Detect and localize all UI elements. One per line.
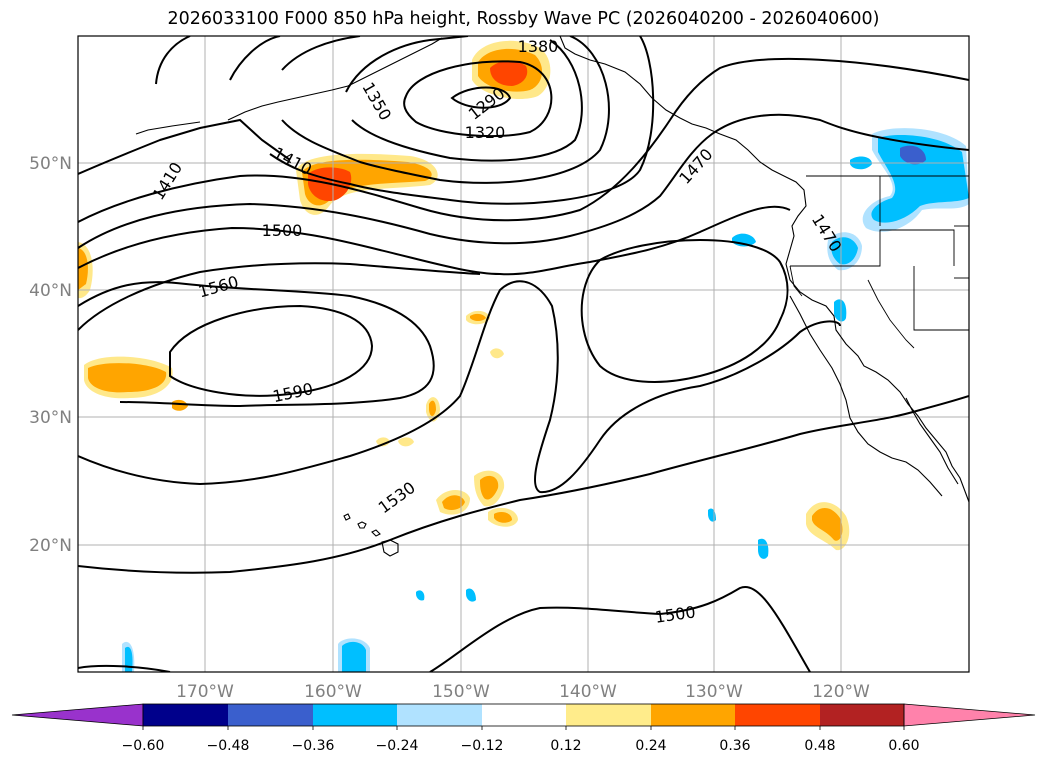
contour-label: 1320 bbox=[465, 123, 506, 142]
map-panel bbox=[78, 36, 969, 672]
lat-tick-label: 50°N bbox=[29, 154, 72, 174]
hawaii-island bbox=[357, 521, 367, 529]
positive-anomaly-area bbox=[470, 313, 486, 321]
lat-tick-label: 40°N bbox=[29, 281, 72, 301]
hawaii-island bbox=[371, 529, 381, 537]
positive-anomaly-area bbox=[172, 399, 188, 411]
positive-anomaly-area bbox=[429, 400, 436, 416]
lon-tick-label: 120°W bbox=[812, 682, 870, 702]
colorbar-tick-label: 0.36 bbox=[719, 738, 750, 754]
height-contour-1500 bbox=[78, 205, 791, 276]
negative-anomaly-area bbox=[871, 134, 969, 223]
height-contour-1410 bbox=[155, 36, 655, 205]
colorbar-segment bbox=[820, 704, 904, 726]
hawaii-island bbox=[343, 513, 351, 521]
map-title: 2026033100 F000 850 hPa height, Rossby W… bbox=[167, 9, 880, 29]
contour-label: 1500 bbox=[262, 221, 303, 240]
colorbar-segment bbox=[397, 704, 482, 726]
map-frame bbox=[77, 35, 970, 673]
positive-anomaly-area bbox=[88, 363, 167, 393]
lon-tick-label: 160°W bbox=[304, 682, 362, 702]
colorbar-tick-label: −0.24 bbox=[376, 738, 419, 754]
colorbar-segment bbox=[566, 704, 651, 726]
positive-anomaly-area bbox=[490, 60, 528, 86]
negative-anomaly-area bbox=[416, 590, 425, 601]
colorbar-tick-label: −0.48 bbox=[207, 738, 250, 754]
positive-anomaly-area bbox=[376, 437, 390, 447]
mexico-coastline bbox=[789, 295, 943, 497]
colorbar-tick-label: 0.12 bbox=[550, 738, 581, 754]
lon-tick-label: 130°W bbox=[685, 682, 743, 702]
coastlines bbox=[135, 36, 969, 557]
height-contour-1530b bbox=[580, 238, 789, 383]
height-contour-1500c bbox=[78, 395, 969, 574]
colorbar-tick-label: 0.24 bbox=[635, 738, 666, 754]
state-border bbox=[789, 265, 803, 297]
political-borders bbox=[789, 175, 969, 349]
colorbar-tick-label: 0.48 bbox=[804, 738, 835, 754]
colorbar-tick-label: −0.36 bbox=[292, 738, 335, 754]
height-contour-1350 bbox=[345, 36, 583, 162]
state-border bbox=[913, 266, 969, 331]
colorbar-extend-high bbox=[903, 703, 1036, 727]
lat-tick-label: 20°N bbox=[29, 536, 72, 556]
colorbar-tick-label: −0.12 bbox=[461, 738, 504, 754]
positive-anomaly-area bbox=[442, 495, 465, 510]
height-contour-1320 bbox=[403, 60, 553, 138]
positive-anomaly-area bbox=[494, 512, 512, 523]
colorbar-segment bbox=[313, 704, 397, 726]
colorbar-segment bbox=[143, 704, 228, 726]
positive-anomaly-area bbox=[490, 348, 504, 359]
colorbar-segment bbox=[228, 704, 313, 726]
height-contour-1380 bbox=[281, 36, 610, 184]
height-contour-1440 bbox=[78, 57, 969, 223]
positive-anomaly-area bbox=[78, 248, 88, 290]
lon-tick-label: 140°W bbox=[559, 682, 617, 702]
aleutian-coastline bbox=[227, 37, 443, 121]
colorbar-extend-low bbox=[11, 703, 144, 727]
negative-anomaly-area bbox=[900, 145, 926, 165]
colorbar-segment bbox=[651, 704, 735, 726]
gridlines bbox=[78, 36, 969, 672]
negative-anomaly-area bbox=[466, 588, 476, 602]
negative-anomaly-area bbox=[831, 237, 858, 265]
anomaly-shading bbox=[78, 40, 969, 672]
lon-tick-label: 150°W bbox=[432, 682, 490, 702]
height-contour-1440b bbox=[78, 664, 171, 672]
latitude-labels: 50°N 40°N 30°N 20°N bbox=[29, 154, 72, 556]
lat-tick-label: 30°N bbox=[29, 408, 72, 428]
height-contour-1290 bbox=[450, 86, 512, 109]
state-border bbox=[790, 229, 955, 267]
height-contour-1470b bbox=[429, 585, 811, 672]
colorbar-tick-label: −0.60 bbox=[122, 738, 165, 754]
aleutian-coastline bbox=[135, 121, 201, 135]
negative-anomaly-area bbox=[342, 641, 366, 672]
contour-label: 1380 bbox=[518, 37, 559, 56]
positive-anomaly-area bbox=[398, 437, 414, 447]
height-contour-1500b bbox=[78, 262, 481, 331]
positive-anomaly-area bbox=[480, 475, 499, 500]
colorbar-segment bbox=[735, 704, 820, 726]
negative-anomaly-area bbox=[758, 538, 769, 559]
baja-coastline bbox=[905, 397, 959, 485]
height-contour-1530 bbox=[78, 280, 841, 494]
lon-tick-label: 170°W bbox=[176, 682, 234, 702]
colorbar-segment bbox=[482, 704, 566, 726]
colorbar: −0.60 −0.48 −0.36 −0.24 −0.12 0.12 0.24 … bbox=[11, 703, 1036, 754]
negative-anomaly-area bbox=[834, 299, 847, 322]
positive-anomaly-area bbox=[812, 507, 843, 541]
state-border bbox=[867, 279, 915, 349]
height-contour-1470 bbox=[78, 113, 969, 249]
height-contour-1410b bbox=[78, 118, 291, 175]
longitude-labels: 170°W 160°W 150°W 140°W 130°W 120°W bbox=[176, 682, 870, 702]
colorbar-tick-label: 0.60 bbox=[888, 738, 919, 754]
height-contour-1560 bbox=[78, 281, 435, 408]
height-contour-1590 bbox=[169, 304, 374, 397]
height-contours bbox=[78, 36, 969, 672]
